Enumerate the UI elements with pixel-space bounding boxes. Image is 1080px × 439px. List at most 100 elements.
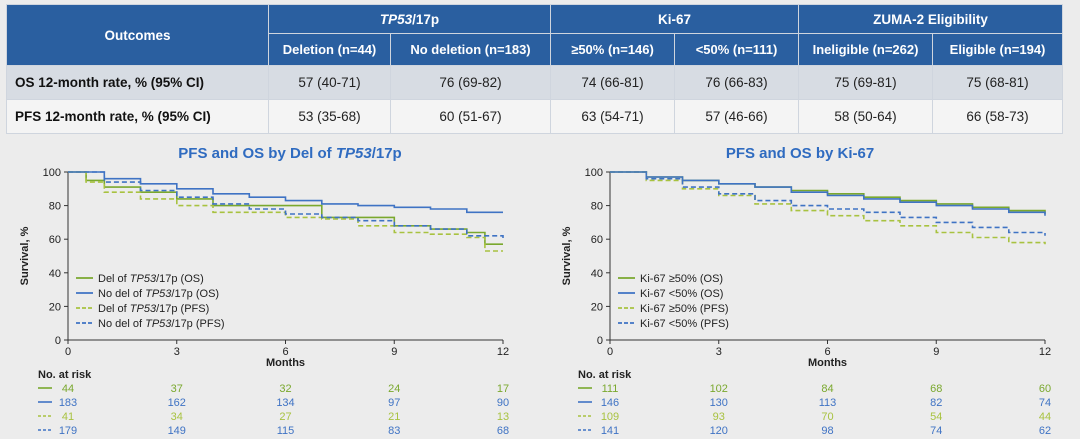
outcomes-table: Outcomes TP53/17p Ki-67 ZUMA-2 Eligibili…	[6, 4, 1064, 134]
risk-value: 21	[388, 411, 400, 423]
series-line-3	[68, 171, 504, 240]
label-text-italic: TP53	[130, 273, 157, 285]
label-text-part: PFS and OS by Del of	[178, 145, 336, 162]
y-tick-label: 40	[591, 268, 603, 280]
table-cell: 76 (69-82)	[389, 65, 552, 100]
x-tick-label: 0	[65, 346, 71, 358]
risk-value: 41	[62, 411, 74, 423]
label-text-part: /17p (PFS)	[156, 303, 209, 315]
x-axis-label: Months	[808, 357, 847, 369]
subheader-deletion: Deletion (n=44)	[268, 33, 391, 66]
label-text-part: /17p	[372, 145, 402, 162]
table-cell: 58 (50-64)	[798, 99, 934, 134]
risk-value: 60	[1039, 383, 1051, 395]
risk-value: 32	[279, 383, 291, 395]
label-text-italic: TP53	[336, 145, 373, 162]
x-axis-label: Months	[266, 357, 305, 369]
legend-label: Ki-67 <50% (PFS)	[640, 318, 729, 330]
series-line-1	[610, 171, 1046, 216]
table-cell: 75 (68-81)	[932, 65, 1064, 100]
legend-label: Del of TP53/17p (PFS)	[98, 303, 209, 315]
risk-value: 44	[1039, 411, 1051, 423]
risk-value: 82	[930, 397, 942, 409]
risk-value: 97	[388, 397, 400, 409]
risk-value: 54	[930, 411, 942, 423]
y-tick-label: 100	[585, 167, 603, 179]
y-tick-label: 0	[55, 335, 61, 347]
subheader-ineligible: Ineligible (n=262)	[798, 33, 934, 66]
row-label: OS 12-month rate, % (95% CI)	[6, 65, 269, 100]
risk-value: 68	[497, 425, 509, 437]
y-axis-label: Survival, %	[561, 226, 573, 285]
km-chart-ki67: PFS and OS by Ki-67 0 20 40 60 80 100 0 3 6 9 12 Mon…	[561, 145, 1051, 437]
risk-value: 27	[279, 411, 291, 423]
km-chart-tp53: PFS and OS by Del of TP53/17p02040608010…	[19, 145, 509, 437]
subheader-ki67-low: <50% (n=111)	[674, 33, 800, 66]
risk-value: 120	[710, 425, 728, 437]
risk-value: 90	[497, 397, 509, 409]
x-tick-label: 9	[933, 346, 939, 358]
x-tick-label: 3	[174, 346, 180, 358]
risk-value: 98	[821, 425, 833, 437]
table-cell: 74 (66-81)	[550, 65, 676, 100]
risk-value: 24	[388, 383, 400, 395]
table-cell: 60 (51-67)	[389, 99, 552, 134]
table-cell: 75 (69-81)	[798, 65, 934, 100]
risk-value: 113	[819, 397, 837, 409]
x-tick-label: 0	[607, 346, 613, 358]
header-group-tp53-rest: /17p	[412, 11, 440, 27]
table-cell: 63 (54-71)	[550, 99, 676, 134]
risk-value: 93	[713, 411, 725, 423]
y-tick-label: 80	[591, 201, 603, 213]
y-tick-label: 60	[49, 234, 61, 246]
risk-value: 115	[277, 425, 295, 437]
table-cell: 76 (66-83)	[674, 65, 800, 100]
risk-value: 130	[710, 397, 728, 409]
label-text-part: Del of	[98, 273, 130, 285]
table-row: OS 12-month rate, % (95% CI) 57 (40-71) …	[6, 65, 1064, 100]
y-tick-label: 20	[49, 301, 61, 313]
risk-table-title: No. at risk	[578, 369, 632, 381]
label-text-part: No del of	[98, 288, 145, 300]
label-text-italic: TP53	[145, 318, 172, 330]
risk-value: 74	[930, 425, 942, 437]
legend-label: No del of TP53/17p (PFS)	[98, 318, 225, 330]
x-tick-label: 3	[716, 346, 722, 358]
chart-title: PFS and OS by Del of TP53/17p	[178, 145, 401, 162]
y-tick-label: 20	[591, 301, 603, 313]
risk-value: 34	[171, 411, 183, 423]
header-group-ki67: Ki-67	[550, 4, 800, 34]
outcomes-table-container: Outcomes TP53/17p Ki-67 ZUMA-2 Eligibili…	[6, 4, 1064, 134]
risk-value: 84	[821, 383, 833, 395]
y-tick-label: 40	[49, 268, 61, 280]
risk-value: 179	[59, 425, 77, 437]
risk-value: 13	[497, 411, 509, 423]
label-text-part: /17p (PFS)	[171, 318, 224, 330]
series-line-2	[68, 171, 503, 252]
risk-value: 44	[62, 383, 74, 395]
header-group-zuma2: ZUMA-2 Eligibility	[798, 4, 1064, 34]
x-tick-label: 9	[391, 346, 397, 358]
risk-value: 146	[601, 397, 619, 409]
label-text-italic: TP53	[145, 288, 172, 300]
y-tick-label: 0	[597, 335, 603, 347]
subheader-no-deletion: No deletion (n=183)	[389, 33, 552, 66]
legend-label: Ki-67 ≥50% (PFS)	[640, 303, 729, 315]
risk-value: 109	[601, 411, 619, 423]
risk-value: 102	[710, 383, 728, 395]
label-text-part: Del of	[98, 303, 130, 315]
series-line-2	[610, 171, 1046, 245]
legend-label: No del of TP53/17p (OS)	[98, 288, 219, 300]
label-text-part: /17p (OS)	[156, 273, 204, 285]
y-tick-label: 60	[591, 234, 603, 246]
x-tick-label: 12	[497, 346, 509, 358]
header-group-tp53: TP53/17p	[267, 4, 552, 34]
row-label: PFS 12-month rate, % (95% CI)	[6, 99, 269, 134]
risk-value: 70	[821, 411, 833, 423]
table-row: PFS 12-month rate, % (95% CI) 53 (35-68)…	[6, 99, 1064, 134]
x-tick-label: 6	[282, 346, 288, 358]
chart-title: PFS and OS by Ki-67	[726, 145, 874, 162]
risk-value: 111	[602, 383, 619, 395]
risk-value: 37	[171, 383, 183, 395]
legend-label: Del of TP53/17p (OS)	[98, 273, 204, 285]
